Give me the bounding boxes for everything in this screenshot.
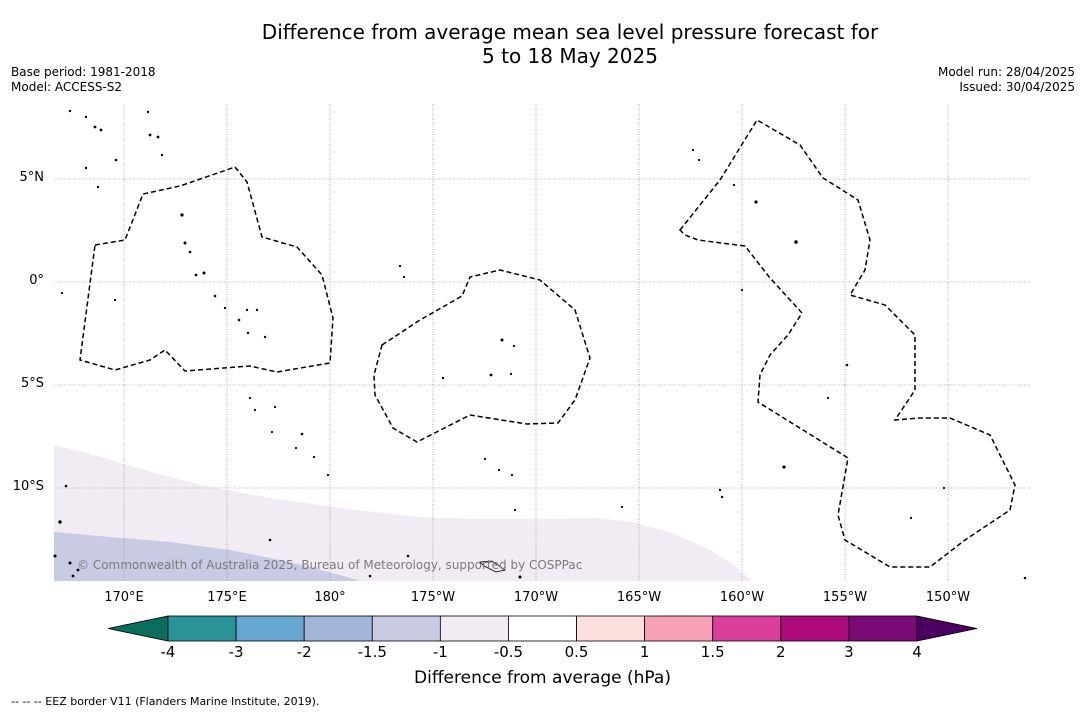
anomaly-band-light: [54, 445, 752, 581]
colorbar-tick-label: -1.5: [357, 643, 387, 661]
lon-label-180: 180°: [314, 590, 346, 605]
copyright-notice: © Commonwealth of Australia 2025, Bureau…: [77, 558, 583, 572]
lon-label-165w: 165°W: [616, 590, 662, 605]
anomaly-band-medium: [54, 532, 360, 581]
lon-label-175e: 175°E: [207, 590, 247, 605]
eez-footnote: -- -- -- EEZ border V11 (Flanders Marine…: [11, 695, 320, 708]
colorbar-tick-label: -4: [160, 643, 176, 661]
island-outline: [479, 560, 506, 573]
islands: [53, 109, 1027, 580]
colorbar-tick-label: 1.5: [700, 643, 725, 661]
colorbar-tick-label: 3: [844, 643, 854, 661]
chart-title: Difference from average mean sea level p…: [0, 20, 1085, 68]
lon-label-155w: 155°W: [822, 590, 868, 605]
lon-label-150w: 150°W: [925, 590, 971, 605]
colorbar-tick-label: 4: [912, 643, 922, 661]
eez-borders: [79, 118, 1016, 568]
model-run: Model run: 28/04/2025: [937, 65, 1075, 79]
meta-right: Model run: 28/04/2025 Issued: 30/04/2025: [938, 65, 1075, 95]
colorbar-label: Difference from average (hPa): [414, 668, 671, 688]
graticule: [54, 104, 1031, 581]
lon-label-175w: 175°W: [410, 590, 456, 605]
lat-label-5s: 5°S: [20, 376, 44, 391]
base-period: Base period: 1981-2018: [11, 65, 156, 79]
title-line-1: Difference from average mean sea level p…: [261, 20, 879, 44]
colorbar-tick-label: -1: [432, 643, 448, 661]
meta-left: Base period: 1981-2018 Model: ACCESS-S2: [11, 65, 156, 95]
lat-label-5n: 5°N: [19, 170, 45, 185]
lat-label-0: 0°: [29, 273, 44, 288]
eez-border-east: [678, 118, 1016, 568]
eez-border-west: [79, 166, 334, 373]
colorbar-tick-label: 1: [639, 643, 650, 661]
colorbar-tick-label: -2: [296, 643, 312, 661]
colorbar-tick-label: 0.5: [564, 643, 589, 661]
lon-label-170w: 170°W: [513, 590, 559, 605]
eez-border-central: [373, 269, 591, 443]
title-line-2: 5 to 18 May 2025: [482, 44, 658, 68]
lat-label-10s: 10°S: [12, 479, 44, 494]
issued-date: Issued: 30/04/2025: [959, 80, 1075, 94]
colorbar-tick-label: 2: [776, 643, 786, 661]
model-name: Model: ACCESS-S2: [11, 80, 123, 94]
lon-label-160w: 160°W: [719, 590, 765, 605]
colorbar-tick-label: -3: [228, 643, 244, 661]
lon-label-170e: 170°E: [104, 590, 144, 605]
colorbar-tick-label: -0.5: [493, 643, 524, 661]
